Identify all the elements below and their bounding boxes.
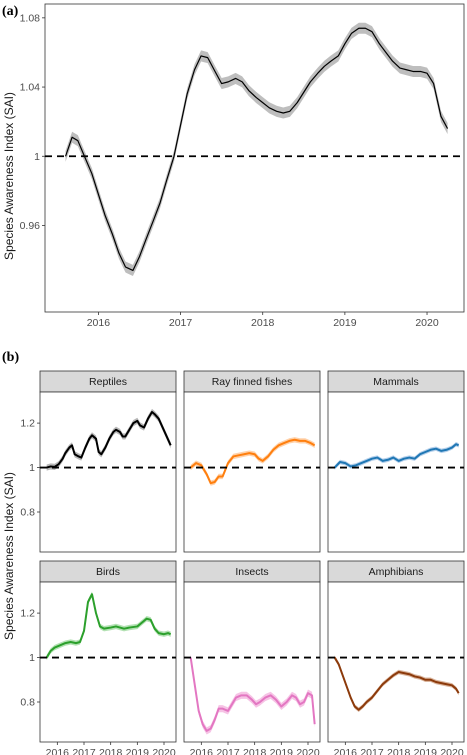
facet-birds-frame — [39, 581, 177, 743]
facet-birds-xtick-label: 2019 — [126, 747, 150, 755]
panel-a-frame — [44, 3, 465, 313]
facet-reptiles-frame — [39, 391, 177, 553]
facet-birds-ytick-label: 1 — [29, 652, 35, 664]
facet-amphibians-xtick-label: 2017 — [360, 747, 384, 755]
panel-a-xtick-label: 2016 — [87, 317, 111, 329]
facet-insects-xtick-label: 2019 — [270, 747, 294, 755]
facet-ray-finned-fishes-title: Ray finned fishes — [212, 376, 293, 388]
facet-birds-xtick-label: 2016 — [46, 747, 70, 755]
panel-a-xtick-label: 2018 — [251, 317, 275, 329]
facet-ray-finned-fishes-series-line — [190, 438, 316, 485]
facet-reptiles-series-line — [46, 411, 172, 469]
facet-amphibians-frame — [327, 581, 465, 743]
facet-insects-frame — [183, 581, 321, 743]
facet-insects-xtick-label: 2018 — [243, 747, 267, 755]
panel-a-xtick-label: 2017 — [169, 317, 193, 329]
facet-birds-title: Birds — [96, 566, 120, 578]
panel-a-xtick-label: 2019 — [333, 317, 357, 329]
panel-a-ylabel: Species Awareness Index (SAI) — [2, 92, 16, 260]
facet-reptiles-ytick-label: 1.2 — [20, 418, 35, 430]
facet-ray-finned-fishes-ci-band — [190, 437, 315, 486]
panel-a-series-line — [64, 27, 449, 272]
facet-amphibians-series-line — [333, 657, 460, 711]
facet-birds: 0.8 1 1.2 2016 2017 2018 2019 2020 — [20, 581, 177, 755]
panel-a-ytick-label: 0.96 — [20, 220, 41, 232]
facet-insects-xtick-label: 2020 — [296, 747, 320, 755]
facet-insects-xtick-label: 2016 — [190, 747, 214, 755]
facet-reptiles: 0.8 1 1.2 — [20, 391, 177, 553]
facet-amphibians-xtick-label: 2020 — [440, 747, 464, 755]
facet-amphibians-xtick-label: 2018 — [387, 747, 411, 755]
panel-b-chart: Reptiles 0.8 1 1.2 Ray finned fishes Mammals B… — [20, 370, 465, 755]
facet-birds-xtick-label: 2018 — [99, 747, 123, 755]
facet-insects-title: Insects — [235, 566, 268, 578]
facet-insects-xtick-label: 2017 — [216, 747, 240, 755]
facet-birds-xtick-label: 2020 — [152, 747, 176, 755]
panel-a-chart: 0.96 1 1.04 1.08 2016 2017 2018 2019 2020 — [20, 3, 465, 329]
panel-a-label: (a) — [2, 4, 19, 19]
facet-insects-series-line — [189, 657, 316, 732]
facet-amphibians-title: Amphibians — [369, 566, 424, 578]
panel-a-xtick-label: 2020 — [415, 317, 439, 329]
panel-b-label: (b) — [2, 350, 19, 365]
facet-insects: 2016 2017 2018 2019 2020 — [183, 581, 321, 755]
facet-amphibians-xtick-label: 2016 — [334, 747, 358, 755]
facet-birds-ytick-label: 1.2 — [20, 608, 35, 620]
facet-amphibians-xtick-label: 2019 — [414, 747, 438, 755]
facet-reptiles-ytick-label: 0.8 — [20, 507, 35, 519]
facet-reptiles-ytick-label: 1 — [29, 462, 35, 474]
facet-birds-xtick-label: 2017 — [72, 747, 96, 755]
facet-mammals-series-line — [333, 443, 460, 469]
facet-mammals-title: Mammals — [373, 376, 419, 388]
facet-amphibians: 2016 2017 2018 2019 2020 — [327, 581, 465, 755]
panel-a-ytick-label: 1.08 — [20, 12, 41, 24]
facet-birds-ytick-label: 0.8 — [20, 697, 35, 709]
panel-b-ylabel: Species Awareness Index (SAI) — [2, 472, 16, 640]
facet-mammals-frame — [327, 391, 465, 553]
facet-ray-finned-fishes — [183, 391, 321, 553]
panel-a-ytick-label: 1.04 — [20, 82, 41, 94]
facet-birds-series-line — [45, 593, 172, 659]
facet-mammals — [327, 391, 465, 553]
facet-reptiles-title: Reptiles — [89, 376, 127, 388]
facet-mammals-ci-band — [334, 442, 459, 470]
panel-a-ytick-label: 1 — [34, 151, 40, 163]
